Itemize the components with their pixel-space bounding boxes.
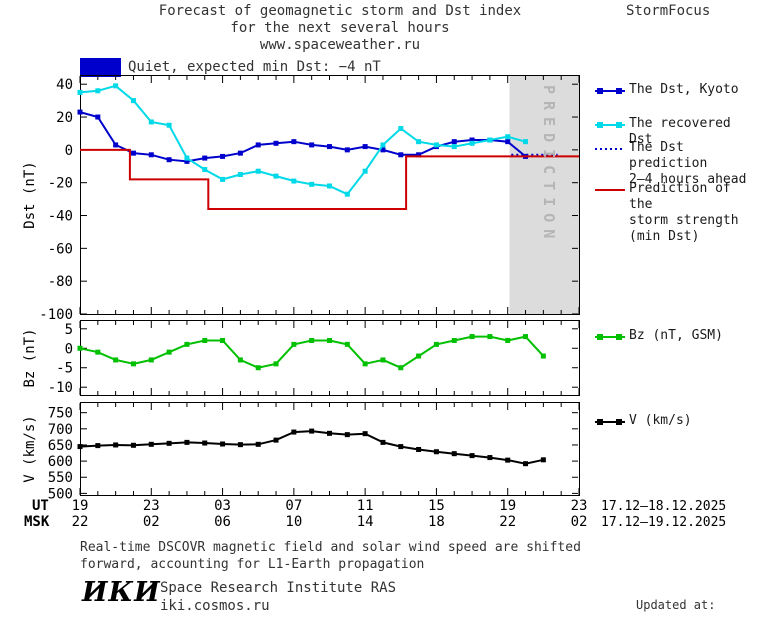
- svg-text:-20: -20: [48, 176, 73, 192]
- legend-item-storm-prediction: Prediction of the storm strength (min Ds…: [595, 181, 760, 245]
- red-line-swatch: [595, 189, 625, 191]
- updated-heading: Updated at:: [636, 598, 716, 612]
- v-chart: 750 700 650 600 550 500 V (km/s): [20, 402, 580, 502]
- msk-date-range: 17.12—19.12.2025: [601, 515, 727, 530]
- svg-text:5: 5: [65, 322, 73, 338]
- v-axis-label: V (km/s): [22, 415, 38, 483]
- svg-text:40: 40: [56, 77, 73, 93]
- svg-text:650: 650: [48, 438, 73, 454]
- x-tick-msk: 02: [142, 514, 160, 530]
- x-tick-msk: 18: [427, 514, 445, 530]
- propagation-note-line1: Real-time DSCOVR magnetic field and sola…: [80, 540, 581, 555]
- bz-chart: 5 0 -5 -10 Bz (nT): [20, 320, 580, 396]
- dst-chart: 40 20 0 -20 -40 -60 -80 -100 Dst (nT) PREDICTIO…: [20, 75, 580, 323]
- legend-item-dst-prediction: The Dst prediction 2—4 hours ahead: [595, 140, 760, 188]
- ut-date-range: 17.12—18.12.2025: [601, 499, 727, 514]
- svg-text:-10: -10: [48, 380, 73, 396]
- svg-text:500: 500: [48, 486, 73, 502]
- svg-text:20: 20: [56, 110, 73, 126]
- prediction-band-label: PREDICTION: [540, 85, 558, 246]
- institute-site-link[interactable]: iki.cosmos.ru: [160, 598, 270, 614]
- iki-logo: ИКИ: [82, 577, 161, 608]
- svg-text:0: 0: [65, 341, 73, 357]
- x-tick-ut: 11: [356, 498, 374, 514]
- svg-text:0: 0: [65, 143, 73, 159]
- legend-label-storm-prediction: Prediction of the storm strength (min Ds…: [629, 181, 739, 244]
- page-header: Forecast of geomagnetic storm and Dst in…: [110, 3, 570, 54]
- legend-item-bz: Bz (nT, GSM): [595, 328, 723, 344]
- time-axis: UT MSK 17.12—18.12.2025 17.12—19.12.2025…: [0, 498, 760, 532]
- bz-line-swatch: [595, 334, 625, 340]
- brand-name: StormFocus: [626, 3, 711, 19]
- x-tick-ut: 19: [499, 498, 517, 514]
- dst-plot-svg: 40 20 0 -20 -40 -60 -80 -100: [39, 75, 580, 323]
- legend-item-recovered: The recovered Dst: [595, 116, 760, 148]
- dst-line-swatch: [595, 88, 625, 94]
- v-line-swatch: [595, 419, 625, 425]
- x-tick-ut: 19: [71, 498, 89, 514]
- legend-label-v: V (km/s): [629, 413, 692, 428]
- svg-text:-80: -80: [48, 274, 73, 290]
- updated-at-block: Updated at: UT 19:05, 18.12.2025 MSK 22:…: [606, 565, 758, 620]
- x-tick-msk: 02: [570, 514, 588, 530]
- bz-plot-svg: 5 0 -5 -10: [48, 320, 580, 396]
- svg-text:-40: -40: [48, 209, 73, 225]
- svg-text:-5: -5: [56, 361, 73, 377]
- svg-text:600: 600: [48, 454, 73, 470]
- x-tick-msk: 14: [356, 514, 374, 530]
- x-tick-msk: 10: [285, 514, 303, 530]
- propagation-note: Real-time DSCOVR magnetic field and sola…: [80, 539, 581, 573]
- msk-axis-head: MSK: [24, 514, 50, 530]
- legend-item-v: V (km/s): [595, 413, 692, 429]
- x-tick-msk: 06: [214, 514, 231, 530]
- quiet-level-swatch: [80, 57, 121, 77]
- ut-axis-head: UT: [32, 498, 49, 514]
- x-tick-ut: 23: [142, 498, 160, 514]
- dst-axis-label: Dst (nT): [22, 161, 38, 229]
- svg-text:-60: -60: [48, 241, 73, 257]
- site-link[interactable]: www.spaceweather.ru: [259, 37, 421, 53]
- legend-label-dst: The Dst, Kyoto: [629, 82, 739, 97]
- institute-name: Space Research Institute RAS: [160, 580, 397, 596]
- x-tick-msk: 22: [71, 514, 89, 530]
- svg-text:750: 750: [48, 406, 73, 422]
- svg-text:-100: -100: [39, 307, 73, 323]
- propagation-note-line2: forward, accounting for L1-Earth propaga…: [80, 557, 425, 572]
- svg-text:700: 700: [48, 422, 73, 438]
- x-tick-ut: 07: [285, 498, 303, 514]
- x-tick-ut: 23: [570, 498, 588, 514]
- x-tick-ut: 03: [214, 498, 231, 514]
- page-subtitle: for the next several hours: [230, 20, 450, 36]
- x-tick-ut: 15: [427, 498, 445, 514]
- page-title: Forecast of geomagnetic storm and Dst in…: [158, 3, 522, 19]
- legend-label-dst-prediction: The Dst prediction 2—4 hours ahead: [629, 140, 747, 187]
- legend-label-bz: Bz (nT, GSM): [629, 328, 723, 343]
- dotted-line-swatch: [595, 148, 625, 150]
- status-text: Quiet, expected min Dst: −4 nT: [128, 59, 381, 75]
- legend-item-dst: The Dst, Kyoto: [595, 82, 739, 98]
- svg-text:550: 550: [48, 470, 73, 486]
- storm-status-banner: Quiet, expected min Dst: −4 nT: [80, 57, 381, 77]
- legend-label-recovered: The recovered Dst: [629, 116, 731, 147]
- x-tick-msk: 22: [499, 514, 517, 530]
- recovered-line-swatch: [595, 122, 625, 128]
- bz-axis-label: Bz (nT): [22, 328, 38, 388]
